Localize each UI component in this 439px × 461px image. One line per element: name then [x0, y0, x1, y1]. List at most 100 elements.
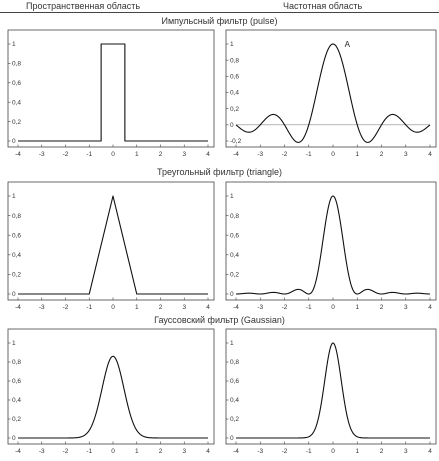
x-tick-label: -2	[282, 448, 288, 455]
x-tick-label: -4	[233, 304, 239, 311]
x-tick-label: -2	[282, 151, 288, 158]
x-tick-label: -3	[257, 304, 263, 311]
x-tick-label: 1	[355, 304, 359, 311]
y-tick-label: 1	[12, 41, 16, 48]
series-line	[235, 43, 431, 143]
series-line	[235, 195, 431, 295]
x-tick-label: -1	[306, 304, 312, 311]
y-tick-label: 0,6	[230, 74, 239, 81]
x-tick-label: -3	[257, 448, 263, 455]
y-tick-label: 1	[12, 340, 16, 347]
series-line	[18, 43, 208, 142]
y-tick-label: 0,4	[230, 90, 239, 97]
x-tick-label: -1	[86, 151, 92, 158]
frequency-domain-header: Частотная область	[283, 1, 363, 11]
x-tick-label: 2	[380, 304, 384, 311]
x-tick-label: -1	[306, 151, 312, 158]
series-line	[17, 355, 209, 439]
y-tick-label: 0,4	[230, 397, 239, 404]
spatial-domain-header: Пространственная область	[26, 1, 141, 11]
x-tick-label: 0	[331, 304, 335, 311]
y-tick-label: 0,6	[12, 80, 21, 87]
y-tick-label: 0	[230, 291, 234, 298]
x-tick-label: 0	[331, 448, 335, 455]
y-tick-label: 0,4	[230, 252, 239, 259]
x-tick-label: 4	[206, 448, 210, 455]
y-tick-label: 0,8	[12, 359, 21, 366]
row-title-gaussian: Гауссовский фильтр (Gaussian)	[154, 315, 285, 325]
annotation-label: A	[345, 40, 351, 49]
x-tick-label: -2	[63, 304, 69, 311]
y-tick-label: -0,2	[230, 138, 242, 145]
y-tick-label: 0,8	[230, 359, 239, 366]
x-tick-label: 0	[111, 151, 115, 158]
x-tick-label: 3	[182, 151, 186, 158]
y-tick-label: 0,2	[12, 119, 21, 126]
x-tick-label: 4	[428, 448, 432, 455]
chart-triangle-frequency: 0 0,2 0,4 0,6 0,8 1 -4 -3 -2 -1 0 1 2 3 4	[225, 181, 437, 311]
x-tick-label: 1	[355, 448, 359, 455]
y-tick-label: 0,2	[12, 272, 21, 279]
x-tick-label: 1	[135, 304, 139, 311]
plot-frame	[225, 181, 437, 301]
y-tick-label: 1	[230, 41, 234, 48]
x-tick-label: -4	[233, 448, 239, 455]
x-tick-label: -2	[63, 448, 69, 455]
x-tick-label: -4	[15, 151, 21, 158]
x-tick-label: 4	[206, 151, 210, 158]
x-tick-label: -3	[39, 304, 45, 311]
y-tick-label: 0,8	[230, 213, 239, 220]
y-tick-label: 0	[230, 122, 234, 129]
x-tick-label: -3	[39, 448, 45, 455]
chart-gaussian-frequency: 0 0,2 0,4 0,6 0,8 1 -4 -3 -2 -1 0 1 2 3 4	[225, 328, 437, 455]
x-tick-label: -3	[39, 151, 45, 158]
series-line	[18, 195, 208, 295]
x-tick-label: 2	[159, 151, 163, 158]
chart-pulse-frequency: -0,2 0 0,2 0,4 0,6 0,8 1 -4 -3 -2 -1 0 1 2 3 4 A	[225, 29, 437, 158]
x-tick-label: 1	[135, 151, 139, 158]
x-tick-label: 0	[331, 151, 335, 158]
y-tick-label: 0,6	[230, 378, 239, 385]
series-line	[235, 342, 431, 439]
y-tick-label: 0,6	[12, 378, 21, 385]
x-tick-label: 0	[111, 448, 115, 455]
x-tick-label: 1	[135, 448, 139, 455]
x-tick-label: -4	[15, 304, 21, 311]
y-tick-label: 0	[12, 435, 16, 442]
row-title-triangle: Треугольный фильтр (triangle)	[156, 167, 282, 177]
x-tick-label: 3	[182, 448, 186, 455]
y-tick-label: 1	[230, 193, 234, 200]
plot-frame	[7, 181, 215, 301]
y-tick-label: 0,8	[12, 61, 21, 68]
x-tick-label: 2	[159, 304, 163, 311]
y-tick-label: 0	[230, 435, 234, 442]
plot-frame	[7, 29, 215, 148]
x-tick-label: 3	[404, 304, 408, 311]
x-tick-label: 3	[182, 304, 186, 311]
y-tick-label: 0,8	[12, 213, 21, 220]
x-tick-label: -1	[86, 448, 92, 455]
y-tick-label: 0,6	[12, 232, 21, 239]
header-divider	[0, 12, 439, 13]
x-tick-label: -4	[233, 151, 239, 158]
plot-frame	[225, 328, 437, 445]
x-tick-label: 4	[428, 304, 432, 311]
x-tick-label: -1	[306, 448, 312, 455]
x-tick-label: 3	[404, 151, 408, 158]
y-tick-label: 0,2	[230, 272, 239, 279]
plot-frame	[225, 29, 437, 148]
row-title-pulse: Импульсный фильтр (pulse)	[161, 16, 278, 26]
x-tick-label: 3	[404, 448, 408, 455]
x-tick-label: -3	[257, 151, 263, 158]
x-tick-label: 4	[206, 304, 210, 311]
chart-pulse-spatial: 0 0,2 0,4 0,6 0,8 1 -4 -3 -2 -1 0 1 2 3 4	[7, 29, 215, 158]
y-tick-label: 0	[12, 291, 16, 298]
chart-gaussian-spatial: 0 0,2 0,4 0,6 0,8 1 -4 -3 -2 -1 0 1 2 3 4	[7, 328, 215, 455]
y-tick-label: 0,2	[12, 416, 21, 423]
y-tick-label: 0,6	[230, 232, 239, 239]
plot-frame	[7, 328, 215, 445]
y-tick-label: 1	[230, 340, 234, 347]
x-tick-label: 2	[159, 448, 163, 455]
x-tick-label: -1	[86, 304, 92, 311]
